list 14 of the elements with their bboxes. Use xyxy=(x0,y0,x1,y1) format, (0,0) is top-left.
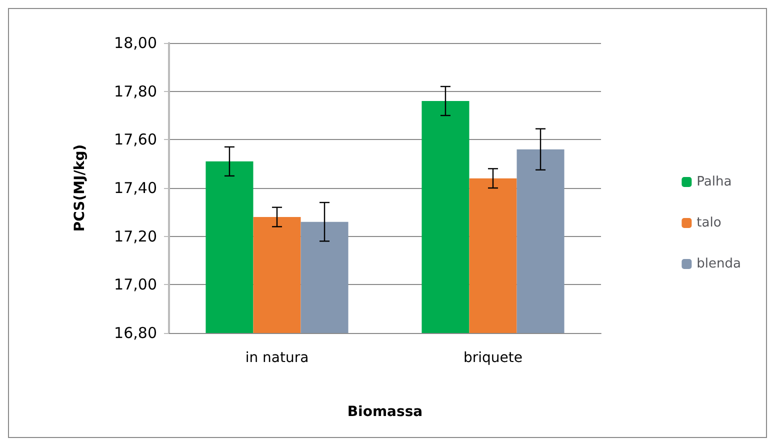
y-tick-label: 18,00 xyxy=(114,34,157,52)
x-axis-title: Biomassa xyxy=(347,404,423,420)
y-tick-label: 17,80 xyxy=(114,82,157,100)
y-tick-label: 17,00 xyxy=(114,276,157,294)
y-tick-label: 17,60 xyxy=(114,130,157,149)
y-tick-label: 17,40 xyxy=(114,179,157,197)
legend-label: talo xyxy=(696,216,722,230)
y-tick-label: 16,80 xyxy=(114,324,157,342)
y-axis-title: PCS(MJ/kg) xyxy=(72,144,88,232)
x-tick-label: briquete xyxy=(463,350,523,366)
legend-label: blenda xyxy=(696,256,742,272)
x-tick-label: in natura xyxy=(245,350,309,366)
y-tick-label: 17,20 xyxy=(114,227,157,246)
legend-label: Palha xyxy=(696,174,732,190)
